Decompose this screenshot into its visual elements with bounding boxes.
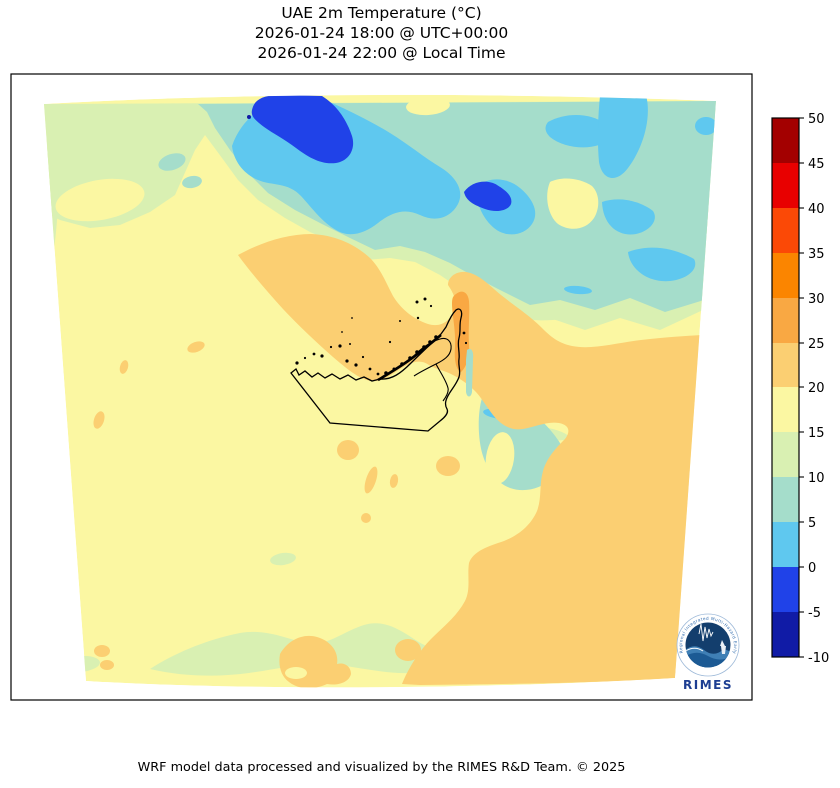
colorbar-label: 25 [808,337,825,352]
colorbar-segment [772,163,799,208]
colorbar-segment [772,343,799,387]
colorbar-label: -5 [808,606,821,621]
rimes-logo-wordmark: RIMES [683,678,733,692]
seismograph-icon [698,623,714,642]
temp-band-m10-m5c-regions [247,115,251,119]
colorbar-label: 15 [808,426,825,441]
colorbar-segment [772,522,799,567]
colorbar-segment [772,567,799,612]
temp-band-25-30c-regions [452,291,470,372]
colorbar-segment [772,612,799,657]
colorbar-label: 5 [808,516,816,531]
colorbar-segment [772,298,799,343]
title-line-3: 2026-01-24 22:00 @ Local Time [257,44,506,62]
colorbar-label: 45 [808,157,825,172]
palm-structure-icon [720,640,726,654]
colorbar-label: 35 [808,247,825,262]
colorbar-label: 20 [808,381,825,396]
footer-credit: WRF model data processed and visualized … [137,760,626,775]
figure-title: UAE 2m Temperature (°C) 2026-01-24 18:00… [11,3,752,63]
colorbar-label: 50 [808,112,825,127]
colorbar-segment [772,208,799,253]
temp-band-5-10c-sliver [466,349,474,397]
colorbar-label: 0 [808,561,816,576]
colorbar-segment [772,118,799,163]
colorbar-ticks [799,117,804,658]
title-line-2: 2026-01-24 18:00 @ UTC+00:00 [254,24,509,42]
colorbar-segment [772,253,799,298]
wrf-domain [44,94,716,688]
temp-band-m5-0c-regions [251,95,512,212]
colorbar-tick-labels: 50 45 40 35 30 25 20 15 10 5 0 -5 -10 [808,112,829,666]
temp-band-15-20c-hole [285,667,307,679]
colorbar-segment [772,477,799,522]
colorbar-label: 30 [808,292,825,307]
temperature-colorbar: 50 45 40 35 30 25 20 15 10 5 0 -5 -10 [771,112,829,666]
colorbar-segment [772,387,799,432]
colorbar-segment [772,432,799,477]
colorbar-label: 40 [808,202,825,217]
colorbar-label: 10 [808,471,825,486]
colorbar-label: -10 [808,651,829,666]
title-line-1: UAE 2m Temperature (°C) [281,4,482,22]
island-city-dots [295,297,468,376]
